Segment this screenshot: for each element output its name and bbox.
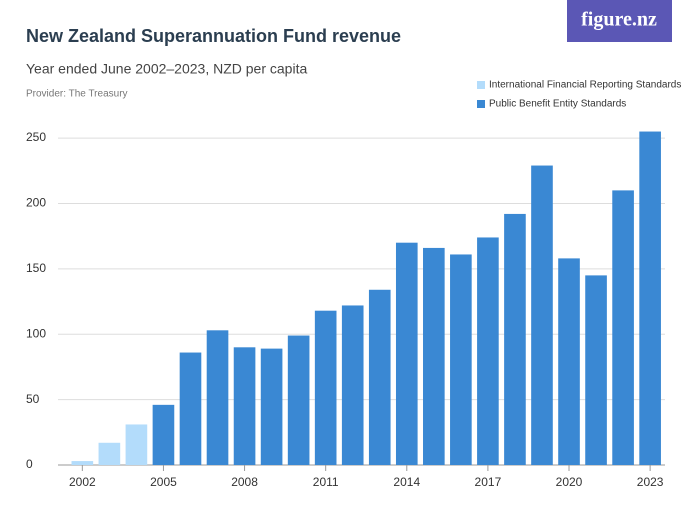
bar [612, 190, 634, 465]
y-tick-label: 150 [26, 261, 46, 275]
bar [639, 131, 661, 466]
bar [71, 461, 94, 465]
y-tick-label: 50 [26, 392, 40, 406]
chart-subtitle: Year ended June 2002–2023, NZD per capit… [26, 61, 307, 77]
bar [125, 424, 148, 465]
x-tick-label: 2011 [313, 475, 339, 489]
legend-label: International Financial Reporting Standa… [489, 80, 681, 91]
bar [395, 242, 418, 465]
logo-box [567, 0, 672, 42]
x-tick-label: 2017 [475, 475, 502, 489]
x-tick-label: 2008 [231, 475, 258, 489]
bar [98, 442, 121, 465]
x-tick-label: 2023 [637, 475, 664, 489]
bar [423, 247, 445, 465]
bar [558, 258, 580, 465]
bar [450, 254, 472, 465]
bar [585, 275, 607, 465]
bar [477, 237, 499, 465]
bar [287, 335, 310, 465]
legend-label: Public Benefit Entity Standards [489, 99, 626, 110]
bar [179, 352, 202, 465]
legend-swatch [477, 81, 485, 89]
x-tick-label: 2005 [150, 475, 177, 489]
bar [531, 165, 553, 466]
bar [368, 289, 391, 465]
x-tick-label: 2014 [393, 475, 420, 489]
y-tick-label: 0 [26, 457, 33, 471]
provider: Provider: The Treasury [26, 89, 128, 100]
bar [206, 330, 229, 465]
y-tick-label: 100 [26, 326, 46, 340]
logo: figure.nz [581, 9, 657, 31]
x-tick-label: 2020 [556, 475, 583, 489]
y-tick-label: 200 [26, 196, 46, 210]
bar [504, 213, 526, 465]
bar [233, 347, 256, 465]
legend-swatch [477, 100, 485, 108]
bar [341, 305, 364, 465]
y-tick-label: 250 [26, 130, 46, 144]
chart-title: New Zealand Superannuation Fund revenue [26, 26, 401, 46]
bar [314, 310, 337, 465]
bar [260, 348, 283, 465]
x-tick-label: 2002 [69, 475, 96, 489]
bar [152, 404, 175, 465]
